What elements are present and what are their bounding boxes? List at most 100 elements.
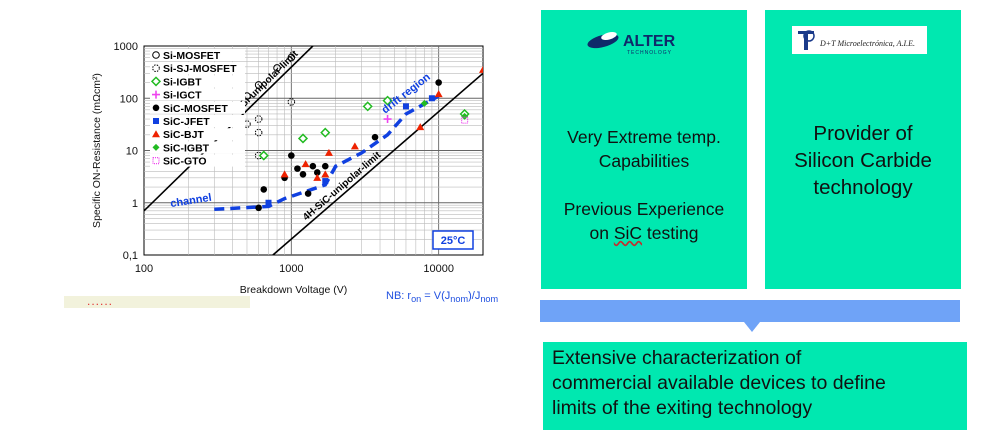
data-point xyxy=(273,64,281,72)
data-point xyxy=(304,190,312,197)
legend-bg xyxy=(150,154,245,167)
data-point xyxy=(287,98,296,106)
data-point xyxy=(309,162,317,170)
data-point xyxy=(382,95,393,106)
temperature-label: 25°C xyxy=(441,235,466,247)
data-point xyxy=(324,148,333,156)
capabilities-line-1: Very Extreme temp. xyxy=(567,127,721,147)
data-point xyxy=(254,115,263,123)
characterization-box xyxy=(543,342,967,430)
legend-label: SiC-JFET xyxy=(163,116,210,128)
characterization-line-1: Extensive characterization of xyxy=(552,347,802,369)
y-tick-label: 0,1 xyxy=(123,250,138,262)
svg-text:D+T Microelectrónica, A.I.E.: D+T Microelectrónica, A.I.E. xyxy=(819,39,915,48)
ron-vs-breakdown-chart: 100 1000 10000 0,1 1 10 100 1000 Breakdown Volta… xyxy=(91,41,484,295)
data-point xyxy=(371,133,379,141)
limit-line xyxy=(272,72,483,255)
characterization-text: Extensive characterization of commercial… xyxy=(552,346,962,421)
data-point xyxy=(280,170,289,178)
legend-bg xyxy=(150,115,245,127)
data-point xyxy=(294,165,301,172)
legend-bg xyxy=(150,62,245,75)
data-point xyxy=(288,152,295,159)
capabilities-line-2: Capabilities xyxy=(598,151,690,171)
down-arrow-icon xyxy=(744,322,760,332)
data-point xyxy=(254,81,263,89)
trend-line xyxy=(214,94,440,212)
legend-bg xyxy=(150,75,245,88)
y-tick-label: 1000 xyxy=(114,41,138,53)
data-point xyxy=(265,199,272,206)
legend-marker xyxy=(152,51,160,59)
data-point xyxy=(301,160,310,168)
legend-marker xyxy=(152,156,160,165)
capabilities-line-4: on SiC testing xyxy=(589,223,699,243)
data-point xyxy=(320,127,331,138)
data-point xyxy=(313,173,322,181)
legend-label: SiC-MOSFET xyxy=(163,103,228,115)
data-point xyxy=(321,170,330,178)
data-point xyxy=(383,115,392,124)
x-tick-label: 10000 xyxy=(423,263,454,275)
data-point xyxy=(260,186,268,193)
provider-line-1: Provider of xyxy=(813,122,913,145)
data-point xyxy=(299,171,307,178)
legend-marker xyxy=(152,130,160,138)
legend-marker xyxy=(152,104,160,112)
x-axis-label: Breakdown Voltage (V) xyxy=(240,284,347,295)
data-point xyxy=(255,204,262,212)
provider-line-3: technology xyxy=(813,176,913,199)
y-tick-label: 100 xyxy=(120,93,138,105)
temperature-box xyxy=(432,230,474,250)
footnote: NB: ron = V(Jnom)/Jnom xyxy=(386,290,499,305)
data-point xyxy=(313,169,321,176)
data-point xyxy=(362,101,373,112)
y-axis-label: Specific ON-Resistance (mΩcm²) xyxy=(91,73,103,228)
capabilities-box xyxy=(541,10,747,289)
characterization-line-3: limits of the exiting technology xyxy=(552,397,813,419)
svg-text:ALTER: ALTER xyxy=(623,33,676,50)
data-point xyxy=(297,133,309,144)
dt-microelectronica-logo: D+T Microelectrónica, A.I.E. xyxy=(792,26,927,54)
dt-logo-icon: D+T Microelectrónica, A.I.E. xyxy=(798,30,915,50)
data-point xyxy=(287,53,296,62)
legend-bg xyxy=(150,49,245,61)
provider-line-2: Silicon Carbide xyxy=(794,149,932,172)
data-point xyxy=(434,90,443,98)
data-point xyxy=(479,65,483,73)
data-point xyxy=(428,95,435,102)
capabilities-line-3: Previous Experience xyxy=(563,199,725,219)
y-tick-label: 1 xyxy=(132,198,138,210)
legend-marker xyxy=(152,64,160,73)
legend-label: Si-MOSFET xyxy=(163,50,221,62)
legend-bg xyxy=(150,141,245,154)
provider-text: Provider of Silicon Carbide technology xyxy=(765,120,961,201)
data-point xyxy=(416,123,425,131)
legend-marker xyxy=(152,143,160,151)
x-tick-label: 1000 xyxy=(279,263,303,275)
data-point xyxy=(350,142,359,150)
legend-label: SiC-IGBT xyxy=(163,142,210,154)
data-point xyxy=(243,120,251,128)
legend-bg xyxy=(150,128,245,141)
provider-box xyxy=(765,10,961,289)
data-point xyxy=(420,99,428,107)
highlight-strip xyxy=(64,296,250,308)
legend-label: SiC-GTO xyxy=(163,156,207,168)
svg-text:TECHNOLOGY: TECHNOLOGY xyxy=(627,50,672,56)
data-point xyxy=(258,150,269,161)
data-point xyxy=(402,103,409,110)
legend-marker xyxy=(152,90,160,99)
legend-bg xyxy=(150,101,245,114)
characterization-line-2: commercial available devices to define xyxy=(552,372,886,394)
alter-logo-icon: ALTER TECHNOLOGY xyxy=(587,32,676,56)
data-point xyxy=(435,79,442,86)
red-dots: ...... xyxy=(87,294,114,308)
data-point xyxy=(321,162,329,170)
alter-technology-logo: ALTER TECHNOLOGY xyxy=(585,28,705,58)
capabilities-text: Very Extreme temp. Capabilities Previous… xyxy=(541,125,747,245)
legend-marker xyxy=(150,76,162,87)
legend-label: Si-IGBT xyxy=(163,76,202,88)
data-point xyxy=(461,112,469,120)
legend-label: Si-IGCT xyxy=(163,90,202,102)
